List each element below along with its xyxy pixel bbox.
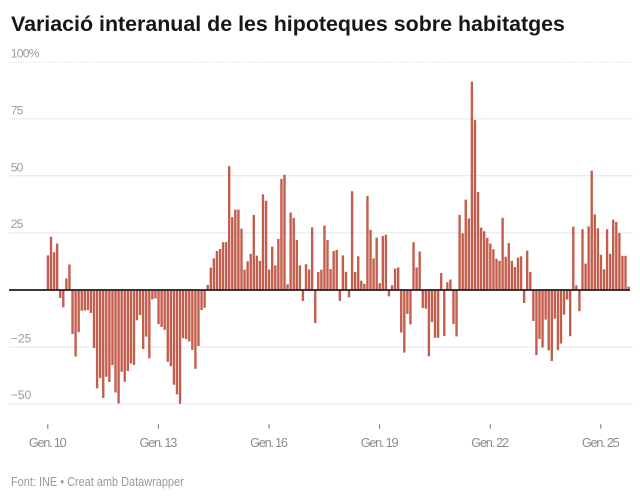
svg-text:100%: 100%: [11, 47, 40, 61]
svg-text:Gen. 25: Gen. 25: [582, 436, 620, 450]
svg-text:Gen. 10: Gen. 10: [29, 436, 67, 450]
svg-text:Gen. 16: Gen. 16: [250, 436, 288, 450]
svg-text:Gen. 22: Gen. 22: [471, 436, 509, 450]
svg-text:50: 50: [11, 160, 24, 174]
svg-text:Gen. 13: Gen. 13: [140, 436, 178, 450]
svg-text:−25: −25: [11, 331, 32, 345]
svg-text:Gen. 19: Gen. 19: [361, 436, 399, 450]
svg-text:−50: −50: [11, 388, 32, 402]
svg-text:75: 75: [11, 103, 24, 117]
svg-text:25: 25: [11, 217, 24, 231]
